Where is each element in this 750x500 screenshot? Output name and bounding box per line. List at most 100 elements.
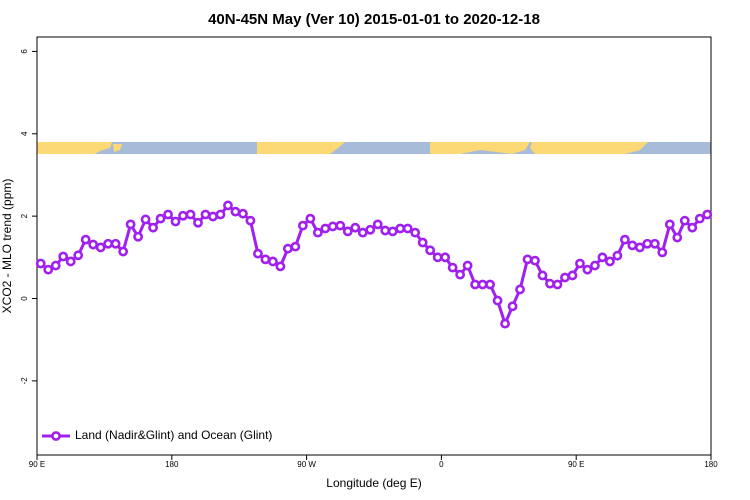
point: [65, 256, 76, 267]
legend-label: Land (Nadir&Glint) and Ocean (Glint): [75, 428, 272, 442]
point: [440, 252, 451, 263]
point: [694, 213, 705, 224]
point: [552, 279, 563, 290]
point: [619, 234, 630, 245]
point: [80, 234, 91, 245]
point: [178, 210, 188, 221]
point: [335, 220, 346, 231]
land-ocean-strip: [37, 142, 711, 154]
point: [664, 219, 675, 230]
point: [58, 251, 69, 262]
point: [342, 226, 353, 237]
point: [305, 213, 316, 224]
y-tick-label: 2: [20, 213, 29, 218]
point: [95, 242, 106, 253]
point: [530, 255, 540, 266]
point: [312, 227, 323, 238]
point: [387, 226, 398, 237]
point: [200, 209, 211, 220]
point: [357, 227, 368, 238]
land-band: [113, 144, 122, 152]
x-tick-label: 90 E: [568, 460, 584, 469]
point: [238, 208, 248, 219]
chart-title: 40N-45N May (Ver 10) 2015-01-01 to 2020-…: [208, 11, 540, 28]
point: [297, 220, 308, 231]
point: [43, 264, 54, 275]
x-tick-label: 0: [439, 460, 444, 469]
point: [327, 221, 338, 232]
point: [582, 264, 593, 275]
point: [477, 279, 488, 290]
point: [410, 227, 421, 238]
point: [597, 252, 608, 263]
point: [515, 284, 525, 295]
point: [425, 245, 436, 256]
point: [267, 256, 278, 267]
point: [605, 256, 615, 267]
point: [110, 238, 121, 249]
land-band: [37, 142, 112, 154]
y-tick-label: 0: [20, 296, 29, 301]
point: [215, 209, 226, 220]
land-band: [530, 142, 648, 154]
point: [208, 211, 218, 222]
point: [133, 231, 143, 242]
point: [148, 222, 158, 233]
point: [118, 246, 129, 257]
point: [260, 254, 271, 265]
y-tick-label: -2: [20, 377, 29, 385]
point: [537, 270, 548, 281]
point: [657, 247, 668, 258]
point: [275, 261, 286, 272]
x-axis-label: Longitude (deg E): [326, 476, 421, 490]
legend-marker: [51, 431, 61, 441]
x-tick-label: 90 E: [29, 460, 45, 469]
point: [627, 240, 638, 251]
point: [290, 241, 301, 252]
point: [672, 232, 683, 243]
point: [380, 225, 391, 236]
point: [395, 223, 406, 234]
point: [170, 216, 181, 227]
point: [545, 278, 555, 289]
point: [350, 222, 361, 233]
land-band: [257, 142, 345, 154]
point: [125, 219, 136, 230]
point: [522, 254, 533, 265]
point: [185, 209, 196, 220]
point: [163, 209, 173, 220]
plot-frame: [36, 36, 712, 456]
point: [590, 260, 600, 271]
point: [140, 214, 151, 225]
point: [372, 219, 383, 230]
point: [103, 238, 114, 249]
point: [73, 250, 84, 261]
point: [432, 252, 443, 263]
point: [560, 272, 570, 283]
point: [320, 223, 331, 234]
y-tick-label: 6: [20, 49, 29, 54]
point: [500, 318, 510, 329]
point: [35, 258, 46, 269]
point: [455, 269, 466, 280]
point: [702, 209, 713, 220]
x-tick-label: 90 W: [297, 460, 316, 469]
point: [50, 260, 61, 271]
point: [365, 224, 376, 235]
point: [282, 243, 293, 254]
point: [155, 213, 166, 224]
point: [507, 301, 518, 312]
point: [612, 250, 623, 261]
point: [634, 242, 645, 253]
y-tick-label: 4: [20, 131, 29, 136]
point: [223, 200, 233, 211]
point: [417, 237, 428, 248]
point: [642, 238, 653, 249]
point: [402, 223, 413, 234]
x-tick-label: 180: [704, 460, 718, 469]
point: [679, 215, 690, 226]
point: [687, 222, 698, 233]
point: [567, 270, 578, 281]
y-axis-label: XCO2 - MLO trend (ppm): [0, 179, 14, 314]
